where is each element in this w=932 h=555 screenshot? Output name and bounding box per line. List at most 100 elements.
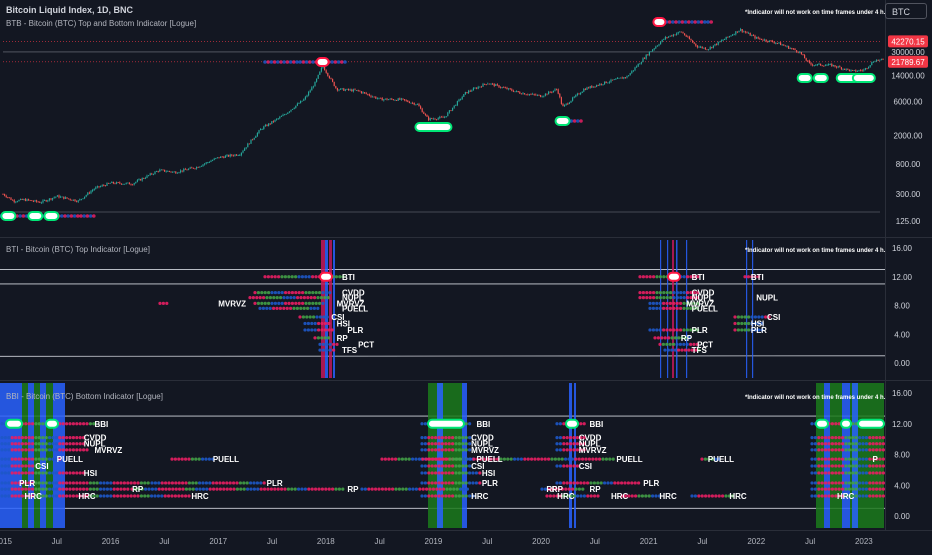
bti-dot xyxy=(328,342,332,346)
candle-body xyxy=(410,102,412,104)
bbi-dot xyxy=(558,442,563,446)
bbi-dot xyxy=(82,471,86,475)
btb-indicator-title[interactable]: BTB - Bitcoin (BTC) Top and Bottom Indic… xyxy=(6,19,197,28)
candle-body xyxy=(525,94,527,96)
bottom-signal-marker xyxy=(554,116,571,126)
candle-body xyxy=(492,83,494,85)
bbi-dot xyxy=(235,487,239,491)
bbi-dot xyxy=(478,471,482,475)
bbi-dot xyxy=(71,494,75,498)
bti-dot xyxy=(310,328,314,332)
bti-dot xyxy=(253,290,257,295)
bbi-bottom-marker xyxy=(565,418,579,429)
bbi-dot xyxy=(0,481,4,485)
candle-body xyxy=(159,169,161,172)
bbi-dot xyxy=(572,448,576,452)
candle-body xyxy=(346,88,348,90)
bbi-dot xyxy=(418,487,422,491)
bti-dot xyxy=(655,275,659,279)
price-axis-label: 300.00 xyxy=(896,190,921,199)
bti-dot xyxy=(326,295,330,300)
candle-body xyxy=(223,156,225,158)
candle-body xyxy=(12,199,14,201)
candle-body xyxy=(588,87,590,89)
bbi-dot xyxy=(68,435,72,440)
bbi-dot xyxy=(871,457,875,461)
note-panel-1: *Indicator will not work on time frames … xyxy=(745,10,886,16)
candle-body xyxy=(24,199,26,201)
bti-dot xyxy=(672,328,676,332)
bti-dot xyxy=(304,290,308,295)
time-axis-label: 2023 xyxy=(855,537,873,546)
candle-body xyxy=(751,35,753,37)
bbi-dot xyxy=(575,442,580,446)
signal-dot xyxy=(272,60,277,64)
bti-dot xyxy=(313,295,317,300)
bti-dot xyxy=(665,295,669,300)
bti-indicator-title[interactable]: BTI - Bitcoin (BTC) Top Indicator [Logue… xyxy=(6,245,150,254)
bbi-dot xyxy=(584,457,588,461)
bbi-dot xyxy=(116,481,120,485)
bti-axis-label: 8.00 xyxy=(894,302,910,311)
bbi-dot xyxy=(478,481,482,485)
signal-dot xyxy=(709,20,713,24)
bti-dot xyxy=(675,328,679,332)
bbi-dot xyxy=(817,448,821,452)
bbi-series-label: HRC xyxy=(611,492,629,501)
candle-body xyxy=(40,202,42,204)
bti-dot xyxy=(298,315,302,319)
bbi-dot xyxy=(238,481,242,485)
bbi-dot xyxy=(810,471,814,475)
candle-body xyxy=(733,34,735,36)
bbi-dot xyxy=(126,494,130,498)
candle-body xyxy=(188,168,190,170)
bbi-dot xyxy=(160,494,164,498)
bbi-dot xyxy=(34,422,38,426)
candle-body xyxy=(866,68,868,69)
bbi-dot xyxy=(431,487,435,491)
bti-dot xyxy=(689,301,693,305)
bbi-dot xyxy=(297,487,301,491)
bti-dot xyxy=(686,295,690,300)
bbi-dot xyxy=(851,464,855,468)
bbi-dot xyxy=(20,464,24,468)
candle-body xyxy=(135,181,137,184)
bti-dot xyxy=(668,342,672,346)
bbi-dot xyxy=(875,494,879,498)
bbi-series-label: PUELL xyxy=(616,455,642,464)
candle-body xyxy=(746,32,748,34)
bbi-dot xyxy=(156,494,160,498)
bbi-dot xyxy=(558,464,563,468)
bbi-indicator-title[interactable]: BBI - Bitcoin (BTC) Bottom Indicator [Lo… xyxy=(6,392,163,401)
bbi-dot xyxy=(334,487,338,491)
candle-body xyxy=(336,88,338,91)
candle-body xyxy=(770,40,772,42)
candle-body xyxy=(175,171,177,174)
symbol-search-input[interactable]: BTC xyxy=(885,3,927,19)
bbi-dot xyxy=(575,435,580,440)
signal-dot xyxy=(667,20,672,24)
bbi-dot xyxy=(485,457,489,461)
bti-signal-bar xyxy=(325,240,328,378)
bti-dot xyxy=(341,275,345,279)
bti-dot xyxy=(292,295,296,300)
bti-dot xyxy=(757,315,761,319)
candle-body xyxy=(26,199,28,201)
bbi-dot xyxy=(30,422,35,426)
bbi-dot xyxy=(830,494,835,498)
bbi-dot xyxy=(434,457,438,461)
signal-dot xyxy=(674,20,678,24)
bti-dot xyxy=(266,275,270,279)
bbi-dot xyxy=(276,487,280,491)
candle-body xyxy=(530,94,532,95)
bbi-dot xyxy=(41,457,45,461)
candle-body xyxy=(213,158,215,161)
candle-body xyxy=(23,199,25,200)
bti-dot xyxy=(658,306,662,310)
candle-body xyxy=(812,64,814,66)
candle-body xyxy=(189,167,191,169)
bbi-dot xyxy=(78,487,82,491)
bbi-dot xyxy=(17,464,21,468)
bbi-dot xyxy=(579,494,583,498)
candle-body xyxy=(44,200,46,202)
